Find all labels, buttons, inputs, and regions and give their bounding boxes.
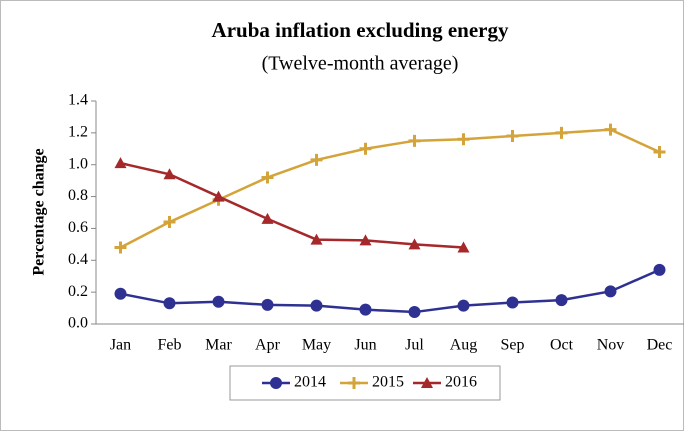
marker <box>457 299 470 312</box>
x-tick-label: Aug <box>450 337 478 354</box>
marker <box>261 212 274 224</box>
legend-marker <box>348 377 360 389</box>
y-tick-label: 0.6 <box>68 219 88 236</box>
legend-label: 2014 <box>294 374 326 391</box>
marker <box>604 123 617 136</box>
marker <box>457 241 470 253</box>
marker <box>359 303 372 316</box>
marker <box>212 295 225 308</box>
marker <box>114 287 127 300</box>
marker <box>114 241 127 254</box>
marker <box>163 297 176 310</box>
legend-label: 2015 <box>372 374 404 391</box>
marker <box>114 157 127 169</box>
legend-marker <box>421 377 433 388</box>
x-tick-label: Jul <box>405 337 424 354</box>
marker <box>163 216 176 229</box>
marker <box>457 133 470 146</box>
line <box>119 128 661 249</box>
marker <box>604 285 617 298</box>
x-tick-label: Dec <box>647 337 673 354</box>
x-tick-label: Nov <box>597 337 625 354</box>
x-tick-label: Jan <box>110 337 131 354</box>
y-tick-label: 1.4 <box>68 92 88 109</box>
x-tick-label: Apr <box>255 337 281 354</box>
x-tick-label: Oct <box>550 337 574 354</box>
marker <box>359 142 372 155</box>
y-tick-label: 0.0 <box>68 315 88 332</box>
y-tick-label: 0.8 <box>68 187 88 204</box>
marker <box>261 298 274 311</box>
marker <box>555 294 568 307</box>
marker <box>506 130 519 143</box>
marker <box>310 153 323 166</box>
y-tick-label: 1.2 <box>68 124 88 141</box>
marker <box>359 234 372 246</box>
x-tick-label: May <box>302 337 331 354</box>
line <box>120 161 464 249</box>
marker <box>506 296 519 309</box>
marker <box>408 306 421 319</box>
x-tick-label: Sep <box>501 337 525 354</box>
marker <box>408 134 421 147</box>
line <box>120 268 661 314</box>
legend-label: 2016 <box>445 374 477 391</box>
y-tick-label: 1.0 <box>68 155 88 172</box>
chart-subtitle: (Twelve-month average) <box>262 53 459 75</box>
x-tick-label: Mar <box>205 337 232 354</box>
marker <box>653 145 666 158</box>
y-axis-label: Percentage change <box>31 148 48 275</box>
x-tick-label: Feb <box>158 337 182 354</box>
legend-marker <box>270 377 282 389</box>
y-tick-label: 0.4 <box>68 251 88 268</box>
marker <box>408 238 421 250</box>
marker <box>212 190 225 202</box>
chart-title: Aruba inflation excluding energy <box>212 18 509 42</box>
x-tick-label: Jun <box>354 337 376 354</box>
marker <box>261 171 274 184</box>
marker <box>653 263 666 276</box>
marker <box>163 168 176 180</box>
marker <box>310 233 323 245</box>
marker <box>555 126 568 139</box>
y-tick-label: 0.2 <box>68 283 88 300</box>
marker <box>310 299 323 312</box>
